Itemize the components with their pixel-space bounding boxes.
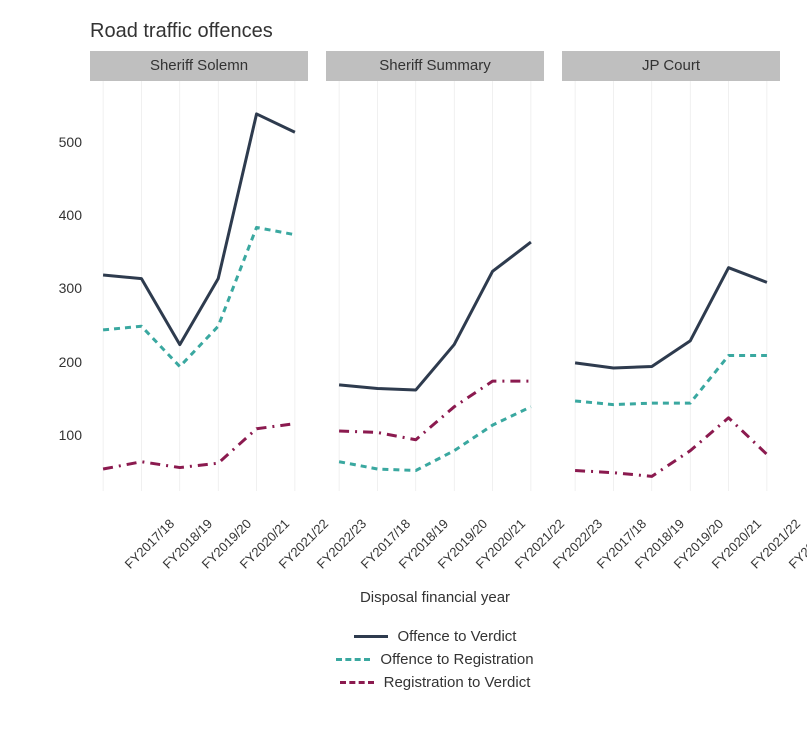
y-tick: 100 [59, 427, 82, 443]
panel: Sheriff Solemn [90, 51, 308, 491]
legend: Offence to Verdict Offence to Registratio… [90, 628, 780, 691]
chart-title: Road traffic offences [90, 20, 807, 43]
legend-item: Offence to Verdict [354, 628, 517, 645]
legend-label: Registration to Verdict [384, 674, 531, 691]
legend-swatch [336, 658, 370, 661]
x-tick-group: FY2017/18FY2018/19FY2019/20FY2020/21FY20… [326, 512, 544, 622]
y-axis: Median Time (days) 100200300400500 [10, 68, 88, 508]
panels: Sheriff Solemn Sheriff Summary JP Court [90, 51, 780, 491]
y-tick: 500 [59, 134, 82, 150]
plot-area [326, 81, 544, 491]
y-tick: 300 [59, 280, 82, 296]
panel: JP Court [562, 51, 780, 491]
legend-swatch [354, 635, 388, 638]
y-tick: 400 [59, 207, 82, 223]
panel-header: Sheriff Summary [326, 51, 544, 81]
plot-area [90, 81, 308, 491]
legend-item: Registration to Verdict [340, 674, 531, 691]
x-tick-labels: FY2017/18FY2018/19FY2019/20FY2020/21FY20… [90, 512, 780, 622]
legend-swatch [340, 681, 374, 684]
legend-item: Offence to Registration [336, 651, 533, 668]
y-tick: 200 [59, 354, 82, 370]
panel-header: JP Court [562, 51, 780, 81]
legend-label: Offence to Registration [380, 651, 533, 668]
panel: Sheriff Summary [326, 51, 544, 491]
chart-container: Road traffic offences Median Time (days)… [10, 20, 807, 737]
x-tick-group: FY2017/18FY2018/19FY2019/20FY2020/21FY20… [562, 512, 780, 622]
legend-label: Offence to Verdict [398, 628, 517, 645]
panel-header: Sheriff Solemn [90, 51, 308, 81]
plot-area [562, 81, 780, 491]
x-tick-group: FY2017/18FY2018/19FY2019/20FY2020/21FY20… [90, 512, 308, 622]
